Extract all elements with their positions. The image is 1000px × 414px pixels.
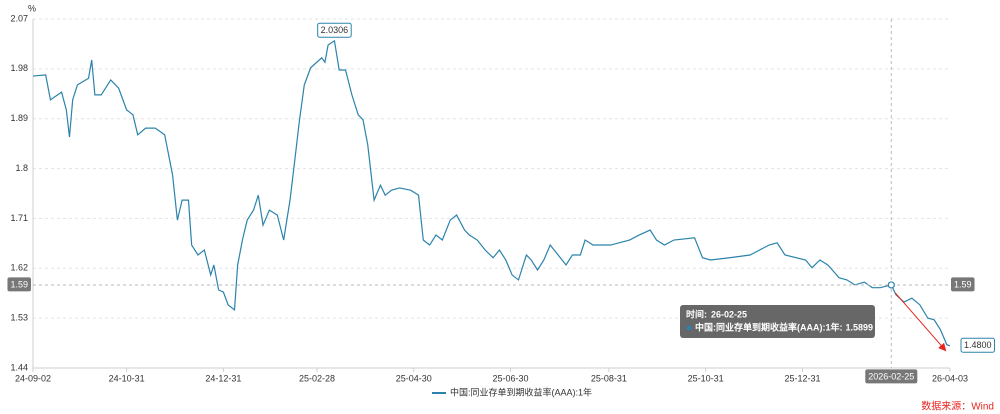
crosshair-point [887,281,895,289]
y-tick-label: 1.8 [15,163,28,173]
x-tick-label: 25-06-30 [493,373,529,383]
x-tick-label: 25-04-30 [396,373,432,383]
tooltip-dot [686,325,692,331]
crosshair-y-label-right-box [951,277,975,292]
legend[interactable]: 中国:同业存单到期收益率(AAA):1年 [432,386,592,397]
tooltip-series: 中国:同业存单到期收益率(AAA):1年: [695,321,843,332]
tooltip-unit: % [879,322,887,332]
y-tick-label: 1.44 [10,362,28,372]
source: 数据来源：Wind [921,400,994,413]
y-tick-label: 1.71 [10,213,28,223]
grid-layer [32,18,951,372]
y-tick-label: 1.89 [10,113,28,123]
x-tick-label: 25-08-31 [591,373,627,383]
tooltip-box [680,305,875,338]
annotation-label-box [960,337,996,353]
y-tick-label: 1.53 [10,313,28,323]
annotation-label-box [317,22,352,38]
x-tick-label: 24-12-31 [205,373,241,383]
x-tick-label: 24-09-02 [15,373,51,383]
crosshair-y-label-right: 1.59 [954,279,972,289]
tooltip-time-label: 时间: [686,308,707,319]
x-tick-label: 24-10-31 [109,373,145,383]
series-line [32,39,951,347]
y-tick-label: 1.62 [10,263,28,273]
overlay-layer: %2.071.981.891.81.711.621.531.4424-09-02… [7,3,996,413]
crosshair-x-label: 2026-02-25 [868,371,914,381]
annotation-label: 2.0306 [321,25,349,35]
tooltip: 时间: 26-02-25 中国:同业存单到期收益率(AAA):1年: 1.5899% [680,305,887,338]
crosshair-y-label-left: 1.59 [10,279,28,289]
tooltip-value: 1.5899 [846,322,874,332]
y-tick-label: 1.98 [10,63,28,73]
x-tick-label: 25-12-31 [784,373,820,383]
x-tick-label: 26-04-03 [932,373,968,383]
x-tick-label: 25-10-31 [688,373,724,383]
annotation-label: 1.4800 [964,340,992,350]
crosshair-x-label-box [865,369,918,384]
y-tick-label: 2.07 [10,13,28,23]
tooltip-time: 26-02-25 [711,309,747,319]
legend-label: 中国:同业存单到期收益率(AAA):1年 [450,386,592,397]
x-tick-label: 25-02-28 [299,373,335,383]
trend-arrow [894,292,947,352]
crosshair-y-label-left-box [7,277,31,292]
y-unit: % [28,3,36,13]
plot-layer [32,19,951,368]
